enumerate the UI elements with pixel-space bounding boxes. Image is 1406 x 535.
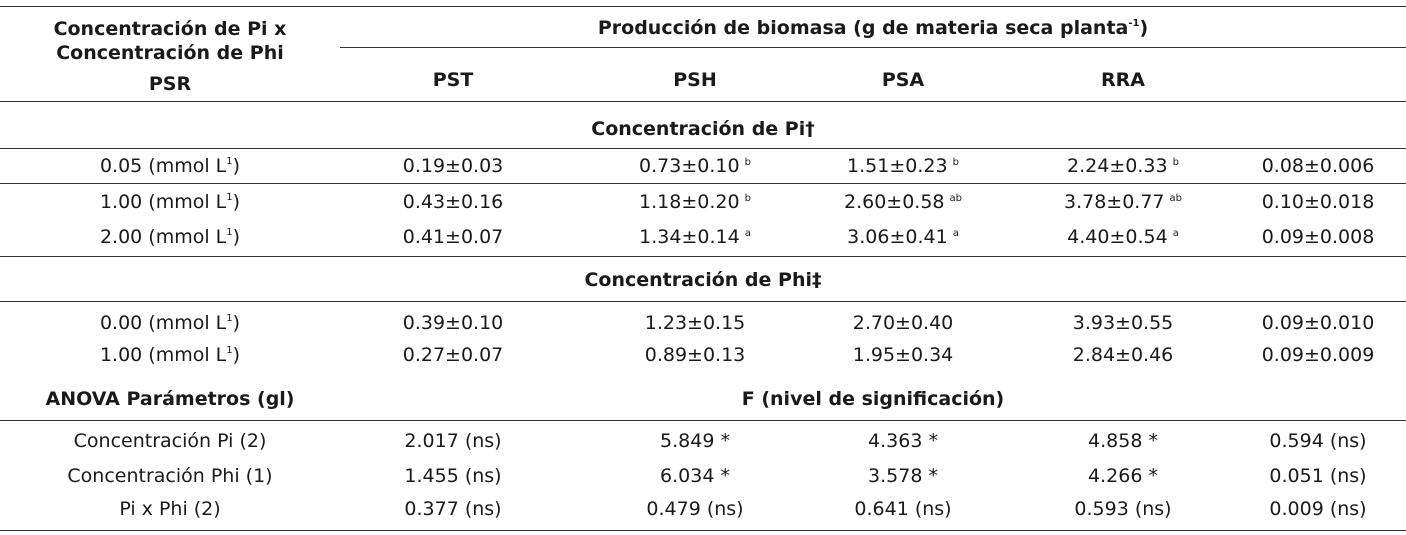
table-cell: 0.593 (ns) [1074,498,1172,520]
rule-phi-title-bottom [0,301,1406,302]
table-cell: 0.73±0.10 b [639,155,751,177]
table-cell: 0.479 (ns) [646,498,744,520]
table-cell: 2.70±0.40 [852,312,954,334]
group-title: Producción de biomasa (g de materia seca… [597,17,1149,39]
table-cell: 5.849 * [660,430,730,452]
row-label: Pi x Phi (2) [119,498,221,520]
section-title-phi: Concentración de Phi‡ [584,269,822,291]
rule-top [0,6,1406,7]
row-label: Concentración Phi (1) [67,465,273,487]
table-cell: 1.23±0.15 [644,312,746,334]
column-header-psa: PSA [881,69,925,91]
table-cell: 6.034 * [660,465,730,487]
table-cell: 4.40±0.54 a [1067,226,1179,248]
row-label-header-line3: PSR [148,73,192,95]
row-label: 1.00 (mmol L1) [99,191,241,213]
table-cell: 0.09±0.008 [1261,226,1375,248]
table-cell: 0.09±0.010 [1261,312,1375,334]
table-cell: 3.93±0.55 [1072,312,1174,334]
table-cell: 0.27±0.07 [402,344,504,366]
table-cell: 0.43±0.16 [402,191,504,213]
row-label-header-line2: Concentración de Phi [56,42,284,64]
anova-label: ANOVA Parámetros (gl) [45,388,295,410]
row-label: 1.00 (mmol L1) [99,344,241,366]
rule-header-bottom [0,101,1406,102]
column-header-pst: PST [432,69,474,91]
row-label: 2.00 (mmol L1) [99,226,241,248]
table-cell: 2.84±0.46 [1072,344,1174,366]
rule-bottom [0,530,1406,531]
significance-letter: ab [1169,193,1182,204]
table-cell: 0.41±0.07 [402,226,504,248]
table-cell: 0.19±0.03 [402,155,504,177]
rule-pi-row1-bottom [0,183,1406,184]
significance-letter: b [744,157,751,168]
significance-letter: ab [949,193,962,204]
row-label: 0.05 (mmol L1) [99,155,241,177]
column-header-psh: PSH [673,69,717,91]
table-cell: 0.377 (ns) [404,498,502,520]
table-cell: 3.578 * [868,465,938,487]
significance-letter: a [744,228,751,239]
table-cell: 0.594 (ns) [1269,430,1367,452]
table-cell: 2.60±0.58 ab [843,191,962,213]
table-cell: 4.858 * [1088,430,1158,452]
table-cell: 0.009 (ns) [1269,498,1367,520]
significance-letter: b [952,157,959,168]
table-cell: 0.89±0.13 [644,344,746,366]
significance-letter: b [1172,157,1179,168]
table-cell: 0.39±0.10 [402,312,504,334]
table-cell: 2.017 (ns) [404,430,502,452]
rule-pi-title-bottom [0,148,1406,149]
table-cell: 0.10±0.018 [1261,191,1375,213]
row-label-header-line1: Concentración de Pi x [53,18,287,40]
significance-letter: a [952,228,959,239]
anova-title: F (nivel de significación) [741,388,1005,410]
section-title-pi: Concentración de Pi† [591,118,815,140]
table-cell: 3.06±0.41 a [847,226,959,248]
table-cell: 4.266 * [1088,465,1158,487]
table-cell: 1.455 (ns) [404,465,502,487]
significance-letter: b [744,193,751,204]
row-label: 0.00 (mmol L1) [99,312,241,334]
table-cell: 1.51±0.23 b [847,155,959,177]
table-cell: 1.34±0.14 a [639,226,751,248]
table-cell: 0.641 (ns) [854,498,952,520]
row-label: Concentración Pi (2) [73,430,267,452]
table-cell: 0.051 (ns) [1269,465,1367,487]
rule-anova-header-bottom [0,420,1406,421]
table-cell: 0.09±0.009 [1261,344,1375,366]
significance-letter: a [1172,228,1179,239]
rule-group-under [340,47,1406,48]
column-header-rra: RRA [1101,69,1145,91]
table-cell: 3.78±0.77 ab [1063,191,1182,213]
table-cell: 4.363 * [868,430,938,452]
table-cell: 2.24±0.33 b [1067,155,1179,177]
table-cell: 0.08±0.006 [1261,155,1375,177]
rule-pi-section-bottom [0,256,1406,257]
table-cell: 1.18±0.20 b [639,191,751,213]
table-cell: 1.95±0.34 [852,344,954,366]
